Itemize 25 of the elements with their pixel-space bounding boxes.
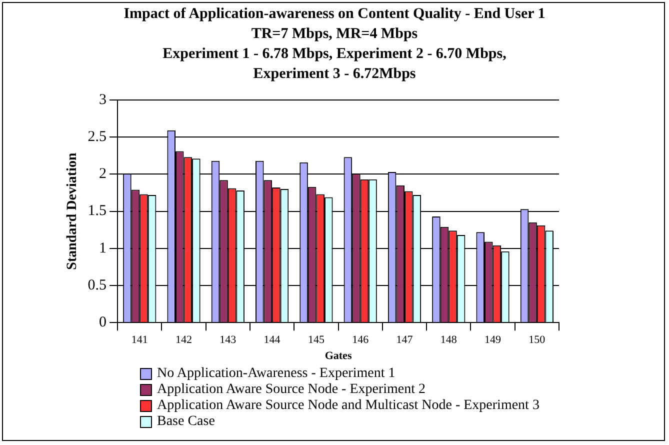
y-tick-label: 0: [99, 314, 107, 331]
x-tick-label: 147: [396, 334, 414, 346]
legend-label: Application Aware Source Node and Multicast Node - Experiment 3: [157, 398, 540, 414]
x-axis-title: Gates: [324, 350, 352, 362]
y-tick-label: 1: [99, 240, 107, 256]
y-tick-label: 2.5: [88, 129, 107, 146]
y-tick-label: 3: [99, 92, 107, 108]
x-tick-label: 148: [440, 334, 458, 346]
legend-label: Application Aware Source Node - Experiment 2: [157, 382, 426, 398]
x-tick-label: 141: [131, 334, 148, 346]
x-tick-label: 145: [308, 334, 325, 346]
x-tick-label: 142: [176, 334, 192, 346]
y-tick-label: 1.5: [88, 203, 107, 220]
x-tick-label: 143: [220, 334, 237, 346]
y-tick-label: 2: [99, 166, 107, 182]
x-tick-label: 149: [484, 334, 502, 346]
chart-title: Impact of Application-awareness on Content Quality - End User 1: [122, 5, 546, 24]
chart-subtitle: TR=7 Mbps, MR=4 Mbps Experiment 1 - 6.78 Mbps, Experiment 2 - 6.70 Mbps, Experiment 3 - 6.72Mbps: [162, 25, 508, 84]
y-tick-label: 0.5: [88, 277, 107, 294]
x-tick-label: 150: [528, 334, 546, 346]
y-axis-title: Standard Deviation: [65, 152, 80, 270]
x-tick-label: 144: [264, 334, 281, 346]
legend-label: Base Case: [157, 414, 215, 430]
x-tick-label: 146: [352, 334, 370, 346]
legend-label: No Application-Awareness - Experiment 1: [157, 366, 396, 382]
